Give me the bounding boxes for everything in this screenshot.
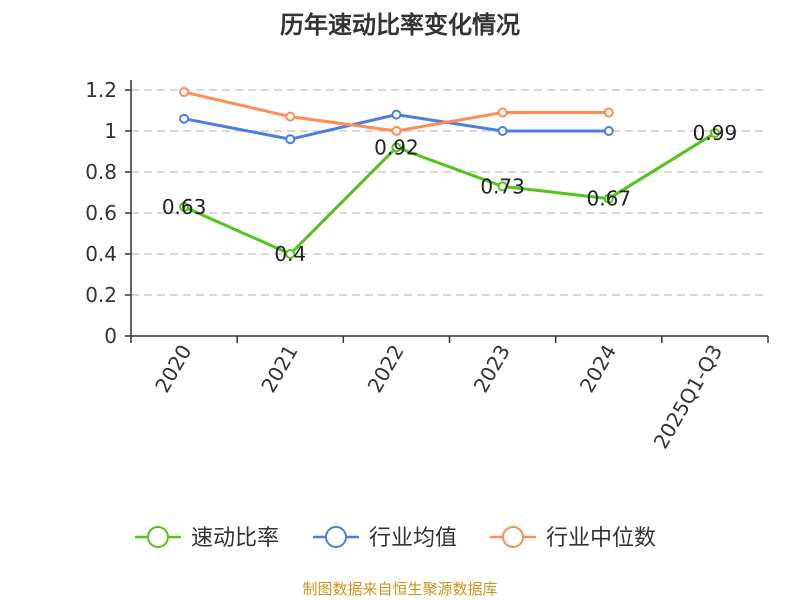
x-tick-label: 2024 [575,341,621,397]
data-label: 0.4 [274,242,306,266]
data-point [285,134,296,145]
chart-title: 历年速动比率变化情况 [280,11,520,39]
y-tick-label: 0 [104,324,117,348]
data-label: 0.63 [162,195,207,219]
data-label: 0.73 [480,174,525,198]
data-point [391,126,402,136]
legend-label: 行业中位数 [546,526,656,551]
legend-label: 行业均值 [369,526,457,551]
y-tick-label: 0.8 [85,160,117,184]
data-label: 0.92 [374,135,419,159]
x-tick-label: 2022 [363,341,409,397]
data-point [603,126,614,136]
footer-source: 制图数据来自恒生聚源数据库 [302,580,497,598]
data-point [603,193,614,204]
legend-label: 速动比率 [191,526,279,551]
data-point [603,107,614,118]
data-point [497,126,508,136]
data-label: 0.99 [693,121,738,145]
y-tick-label: 1 [104,119,117,143]
y-tick-label: 0.6 [85,201,117,225]
y-tick-label: 1.2 [85,78,117,102]
series-line [183,131,716,256]
legend-marker [325,526,347,548]
y-tick-label: 0.2 [85,283,117,307]
data-point [709,128,720,139]
data-point [497,181,508,192]
legend-marker [502,526,524,548]
data-point [179,201,190,212]
data-point [285,249,296,259]
legend-marker [147,526,169,548]
data-point [179,113,190,124]
data-point [391,142,402,153]
y-tick-label: 0.4 [85,242,117,266]
x-tick-label: 2023 [469,341,515,397]
data-point [285,111,296,122]
x-tick-label: 2020 [150,341,196,397]
data-point [179,87,190,98]
data-label: 0.67 [586,187,631,211]
x-tick-label: 2021 [256,341,302,397]
data-point [391,109,402,120]
data-point [497,107,508,118]
x-tick-label: 2025Q1-Q3 [649,341,728,453]
